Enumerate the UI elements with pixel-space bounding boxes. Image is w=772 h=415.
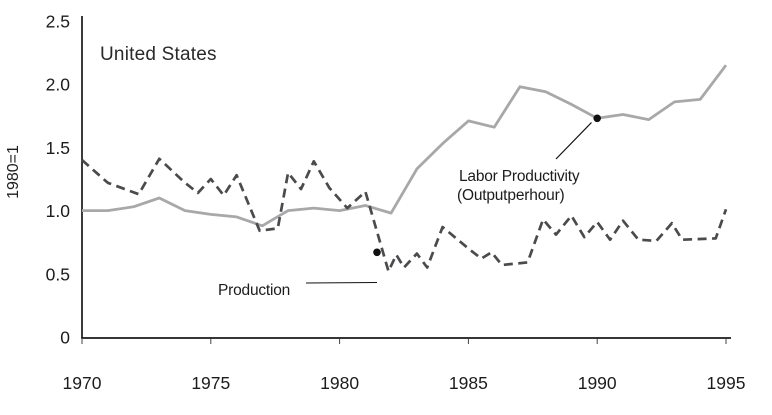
labor-productivity-annotation-line2: (Output per hour) <box>457 187 565 204</box>
production-annotation-label: Production <box>218 282 290 299</box>
x-axis-ticks <box>81 339 727 344</box>
y-axis-title: 1980=1 <box>5 145 22 199</box>
y-axis-tick-labels: 2.5 2.0 1.5 1.0 0.5 0 <box>46 12 71 348</box>
production-marker-dot <box>373 248 381 257</box>
labor-productivity-line <box>82 64 728 228</box>
y-axis-tick-label: 1.5 <box>46 138 70 158</box>
labor-productivity-marker-dot <box>593 114 601 123</box>
x-axis-tick-label: 1970 <box>63 373 102 393</box>
y-axis-tick-label: 2.5 <box>46 12 70 32</box>
y-axis-tick-label: 2.0 <box>46 75 71 95</box>
x-axis-tick-label: 1990 <box>578 373 617 393</box>
y-axis-tick-label: 1.0 <box>46 201 71 221</box>
x-axis-tick-label: 1985 <box>449 373 488 393</box>
chart-title: United States <box>100 44 217 65</box>
x-axis-tick-label: 1995 <box>707 373 746 393</box>
y-axis-tick-label: 0.5 <box>46 264 70 284</box>
x-axis-tick-label: 1980 <box>320 373 359 393</box>
production-line <box>81 157 728 273</box>
y-axis-tick-label: 0 <box>60 328 70 348</box>
production-callout-line <box>305 281 378 284</box>
x-axis-tick-labels: 1970 1975 1980 1985 1990 1995 <box>63 373 746 393</box>
labor-productivity-callout-line <box>555 122 592 160</box>
labor-productivity-annotation-line1: Labor Productivity <box>459 168 580 185</box>
x-axis-tick-label: 1975 <box>191 373 230 393</box>
